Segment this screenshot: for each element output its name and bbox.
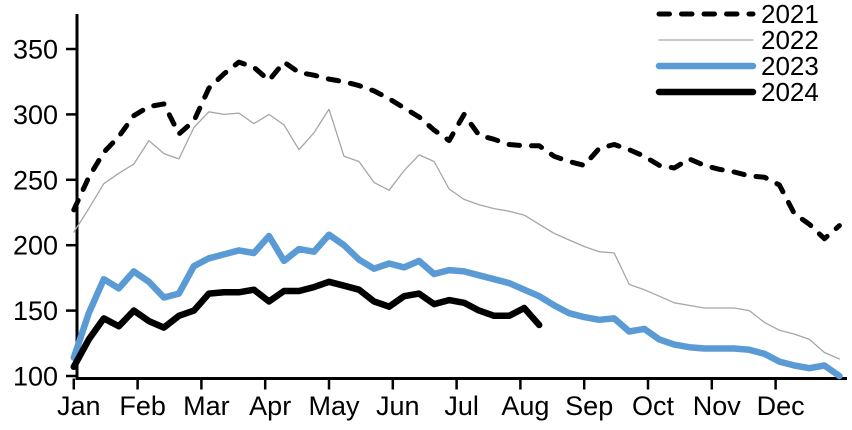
y-tick-label-300: 300 — [13, 100, 58, 130]
month-label-may: May — [308, 391, 360, 421]
series-line-2023 — [70, 231, 843, 380]
series-line-2021 — [71, 59, 842, 242]
month-label-apr: Apr — [249, 391, 291, 421]
y-tick-label-200: 200 — [13, 231, 58, 261]
month-label-jan: Jan — [57, 391, 101, 421]
legend-label-2022: 2022 — [761, 25, 819, 55]
month-label-jun: Jun — [376, 391, 420, 421]
series-line-2024 — [70, 278, 543, 371]
y-tick-label-250: 250 — [13, 165, 58, 195]
month-label-mar: Mar — [183, 391, 230, 421]
y-tick-label-350: 350 — [13, 35, 58, 65]
y-tick-label-100: 100 — [13, 362, 58, 392]
legend-label-2021: 2021 — [761, 0, 819, 29]
y-tick-label-150: 150 — [13, 296, 58, 326]
month-label-dec: Dec — [757, 391, 805, 421]
month-label-feb: Feb — [119, 391, 166, 421]
month-label-nov: Nov — [693, 391, 742, 421]
month-label-sep: Sep — [565, 391, 613, 421]
series-line-2022 — [73, 108, 841, 360]
month-label-oct: Oct — [632, 391, 675, 421]
month-label-jul: Jul — [444, 391, 479, 421]
month-label-aug: Aug — [501, 391, 549, 421]
legend-label-2023: 2023 — [761, 51, 819, 81]
legend-label-2024: 2024 — [761, 77, 819, 107]
